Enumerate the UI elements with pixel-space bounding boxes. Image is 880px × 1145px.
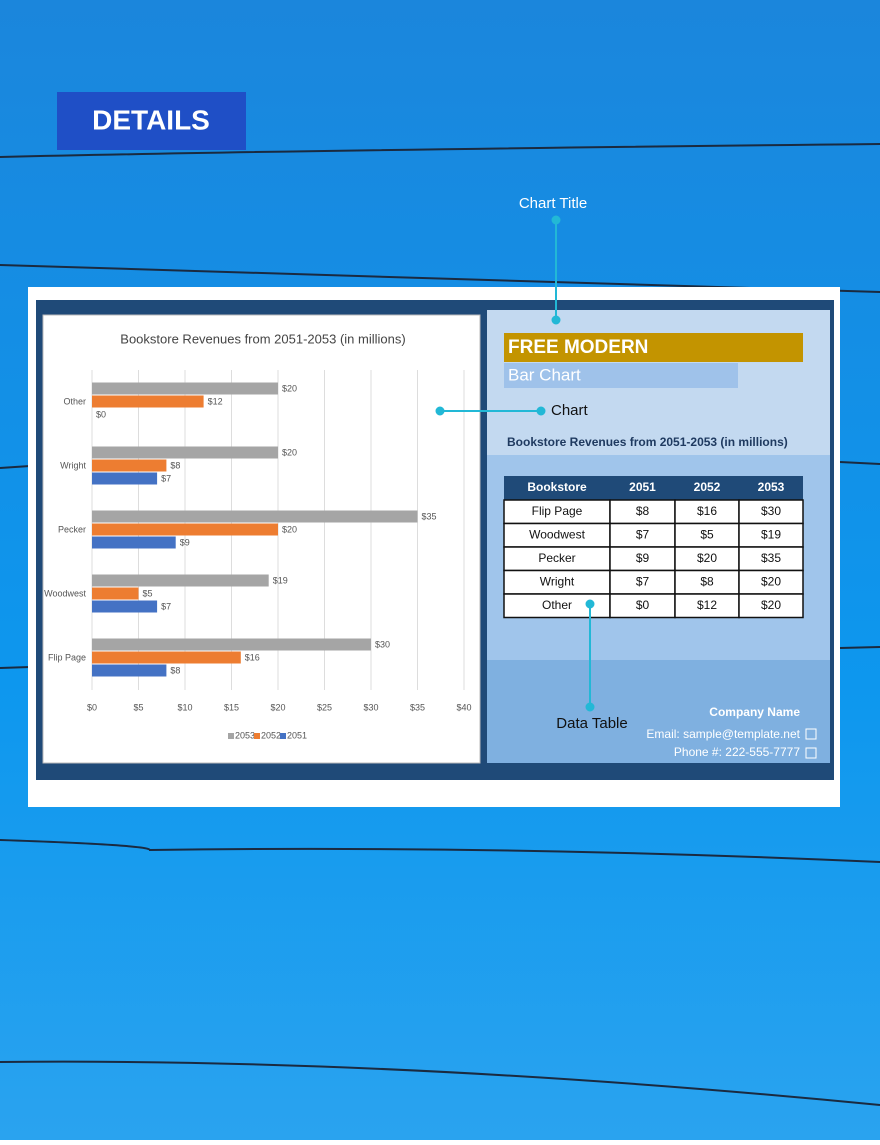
phone: Phone #: 222-555-7777 (674, 745, 800, 759)
table-cell-text: Woodwest (529, 527, 585, 541)
callout-lines (435, 215, 595, 712)
data-table: Bookstore 2051 2052 2053 Flip Page $8 $16 $30 Wo… (503, 476, 804, 619)
panel-bottom (487, 660, 830, 763)
title-band (504, 333, 803, 362)
table-cell-text: $30 (761, 504, 781, 518)
value-label: $19 (273, 575, 288, 585)
chart-title: Bookstore Revenues from 2051-2053 (in mi… (120, 331, 405, 346)
legend-label: 2051 (287, 730, 307, 740)
table-cell-text: $35 (761, 551, 781, 565)
legend-swatch (254, 733, 260, 739)
bar-chart: $0 $5 $10 $15 $20 $25 $30 $35 $40 Other $20 $12 $0 Wr… (44, 370, 472, 740)
bar (92, 510, 418, 523)
value-label: $8 (170, 460, 180, 470)
bar (92, 600, 158, 613)
y-tick-label: Flip Page (48, 652, 86, 662)
email-icon (805, 728, 817, 740)
email: Email: sample@template.net (646, 727, 800, 741)
table-cell-text: $12 (697, 598, 717, 612)
bar (92, 382, 278, 395)
value-label: $16 (245, 652, 260, 662)
bar (92, 651, 241, 664)
legend-swatch (228, 733, 234, 739)
value-label: $7 (161, 601, 171, 611)
table-cell-text: $7 (636, 574, 650, 588)
table-cell-text: $5 (700, 527, 714, 541)
table-cell-text: Other (542, 598, 572, 612)
table-cell-text: $7 (636, 527, 650, 541)
x-tick-label: $35 (410, 702, 425, 712)
table-header: 2051 (629, 480, 656, 494)
template-title: FREE MODERN (508, 337, 648, 358)
x-tick-label: $25 (317, 702, 332, 712)
callout-chart-title: Chart Title (519, 195, 587, 212)
table-cell-text: Wright (540, 574, 575, 588)
y-tick-label: Wright (60, 460, 86, 470)
subtitle-band (504, 363, 738, 388)
table-cell-text: Flip Page (532, 504, 583, 518)
y-tick-label: Other (63, 396, 86, 406)
x-tick-label: $30 (363, 702, 378, 712)
value-label: $35 (422, 511, 437, 521)
callout-data-table: Data Table (556, 715, 627, 732)
details-title: DETAILS (92, 104, 210, 135)
legend-label: 2053 (235, 730, 255, 740)
legend-label: 2052 (261, 730, 281, 740)
bar (92, 536, 176, 549)
table-cell-text: Pecker (538, 551, 575, 565)
value-label: $9 (180, 537, 190, 547)
x-tick-label: $20 (270, 702, 285, 712)
company-name: Company Name (709, 705, 800, 719)
template-subtitle: Bar Chart (508, 365, 581, 384)
x-tick-label: $10 (177, 702, 192, 712)
bar (92, 587, 139, 600)
y-tick-label: Woodwest (44, 588, 86, 598)
table-title: Bookstore Revenues from 2051-2053 (in mi… (507, 435, 788, 449)
table-cell-text: $20 (697, 551, 717, 565)
table-cell-text: $9 (636, 551, 650, 565)
table-cell-text: $16 (697, 504, 717, 518)
table-header-bg (504, 476, 803, 500)
table-cell-text: $19 (761, 527, 781, 541)
x-tick-label: $40 (456, 702, 471, 712)
table-cell (738, 593, 804, 619)
bar (92, 395, 204, 408)
y-tick-label: Pecker (58, 524, 86, 534)
value-label: $12 (208, 396, 223, 406)
bar (92, 664, 167, 677)
value-label: $8 (170, 665, 180, 675)
x-tick-label: $15 (224, 702, 239, 712)
bar (92, 459, 167, 472)
background-lines (0, 143, 880, 1106)
value-label: $20 (282, 383, 297, 393)
bar (92, 472, 158, 485)
table-header: Bookstore (527, 480, 587, 494)
table-cell-text: $0 (636, 598, 650, 612)
legend-swatch (280, 733, 286, 739)
value-label: $30 (375, 639, 390, 649)
value-label: $0 (96, 409, 106, 419)
details-badge (57, 92, 246, 150)
value-label: $5 (143, 588, 153, 598)
callout-chart: Chart (551, 402, 589, 419)
table-header: 2053 (758, 480, 785, 494)
bar (92, 638, 371, 651)
phone-icon (805, 747, 817, 759)
x-tick-label: $5 (133, 702, 143, 712)
bar (92, 523, 278, 536)
bar (92, 574, 269, 587)
value-label: $20 (282, 524, 297, 534)
x-tick-label: $0 (87, 702, 97, 712)
table-cell-text: $20 (761, 598, 781, 612)
value-label: $20 (282, 447, 297, 457)
table-cell-text: $8 (700, 574, 714, 588)
table-cell-text: $8 (636, 504, 650, 518)
bar (92, 446, 278, 459)
table-cell-text: $20 (761, 574, 781, 588)
value-label: $7 (161, 473, 171, 483)
table-header: 2052 (694, 480, 721, 494)
